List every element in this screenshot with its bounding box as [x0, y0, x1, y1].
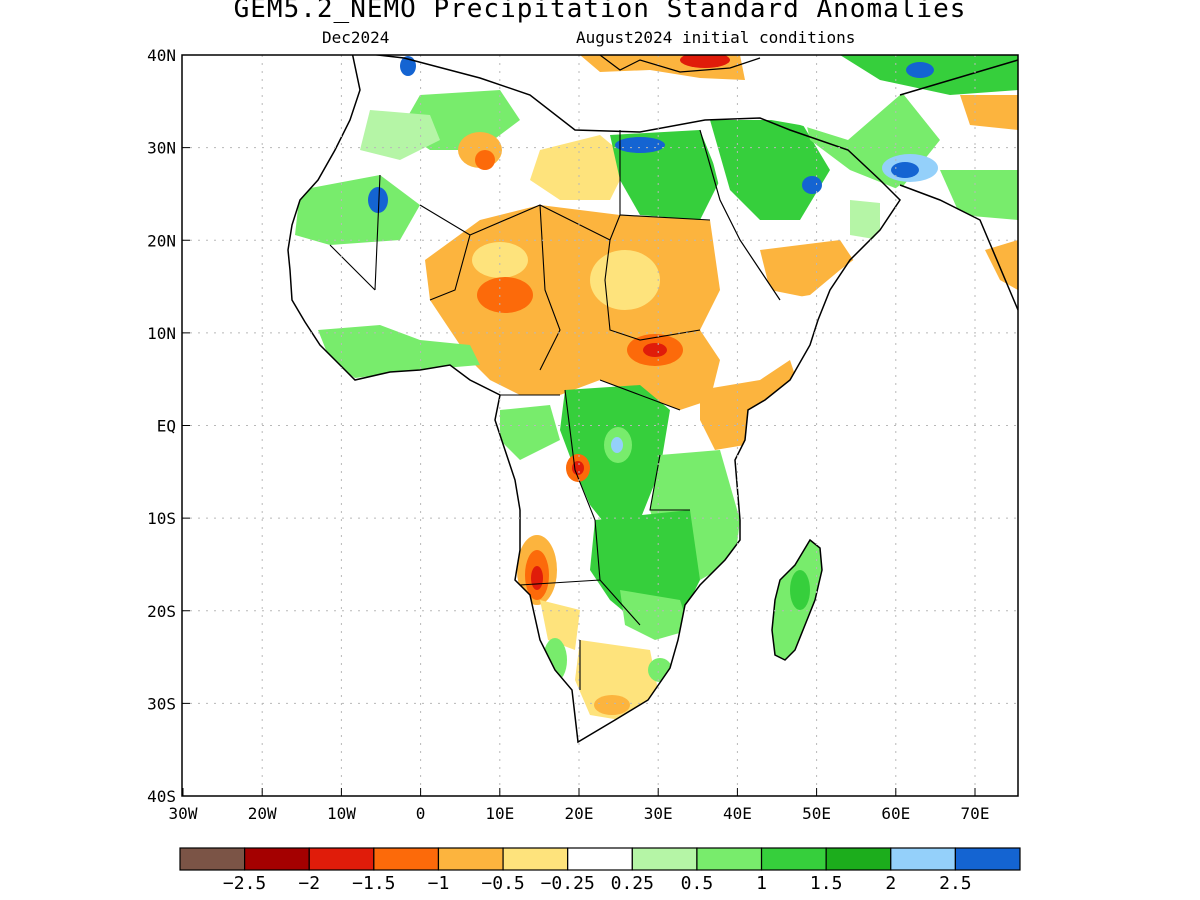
- legend-label: −2: [298, 873, 320, 894]
- legend-label: 1.5: [810, 873, 843, 894]
- legend-swatch: [890, 847, 956, 871]
- legend-swatch: [954, 847, 1021, 871]
- legend-label: −1.5: [352, 873, 395, 894]
- legend-swatch: [567, 847, 633, 871]
- lat-tick-label: 40N: [147, 46, 176, 65]
- map-title: GEM5.2_NEMO Precipitation Standard Anoma…: [233, 0, 967, 24]
- initial-conditions-label: August2024 initial conditions: [576, 28, 856, 47]
- legend-swatch: [308, 847, 375, 871]
- lon-tick-label: 10E: [485, 804, 514, 823]
- color-legend: −2.5 −2 −1.5 −1 −0.5 −0.25 0.25 0.5 1 1.5 2 2.5: [179, 847, 1021, 894]
- lon-tick-label: 20E: [565, 804, 594, 823]
- legend-swatch: [179, 847, 246, 871]
- legend-swatch: [760, 847, 827, 871]
- legend-swatch: [631, 847, 698, 871]
- lon-tick-label: 30E: [644, 804, 673, 823]
- lat-tick-label: EQ: [157, 417, 176, 436]
- lon-tick-label: 70E: [961, 804, 990, 823]
- legend-label: 1: [756, 873, 767, 894]
- lat-tick-label: 30N: [147, 139, 176, 158]
- legend-label: −0.5: [481, 873, 524, 894]
- lat-tick-label: 20S: [147, 602, 176, 621]
- lon-tick-label: 10W: [327, 804, 356, 823]
- lon-tick-label: 20W: [248, 804, 277, 823]
- lat-tick-label: 30S: [147, 694, 176, 713]
- lon-tick-label: 60E: [881, 804, 910, 823]
- lat-tick-label: 20N: [147, 231, 176, 250]
- legend-swatch: [373, 847, 440, 871]
- legend-label: 2: [885, 873, 896, 894]
- graticule: [182, 55, 1018, 796]
- legend-swatch: [502, 847, 569, 871]
- lon-tick-label: 50E: [802, 804, 831, 823]
- legend-label: 0.25: [611, 873, 654, 894]
- lon-tick-label: 40E: [723, 804, 752, 823]
- lon-tick-label: 0: [416, 804, 426, 823]
- legend-label: −0.25: [541, 873, 595, 894]
- legend-swatch: [696, 847, 763, 871]
- longitude-labels: 30W 20W 10W 0 10E 20E 30E 40E 50E 60E 70E: [169, 788, 990, 823]
- legend-label: 0.5: [681, 873, 714, 894]
- lat-tick-label: 10S: [147, 509, 176, 528]
- lat-tick-label: 40S: [147, 787, 176, 806]
- latitude-labels: 40N 30N 20N 10N EQ 10S 20S 30S 40S: [147, 46, 190, 806]
- legend-swatch: [825, 847, 892, 871]
- legend-label: −1: [428, 873, 450, 894]
- legend-label: −2.5: [223, 873, 266, 894]
- lon-tick-label: 30W: [169, 804, 198, 823]
- legend-label: 2.5: [939, 873, 972, 894]
- target-month-label: Dec2024: [322, 28, 390, 47]
- lat-tick-label: 10N: [147, 324, 176, 343]
- legend-swatch: [437, 847, 504, 871]
- legend-swatch: [244, 847, 310, 871]
